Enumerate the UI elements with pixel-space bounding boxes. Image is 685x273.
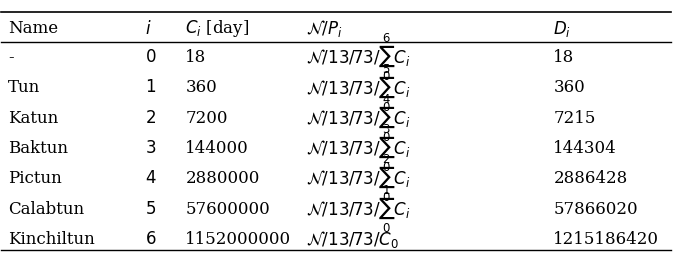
Text: Tun: Tun bbox=[8, 79, 40, 96]
Text: $2$: $2$ bbox=[145, 110, 156, 127]
Text: Pictun: Pictun bbox=[8, 170, 62, 187]
Text: $D_i$: $D_i$ bbox=[553, 19, 571, 39]
Text: 2880000: 2880000 bbox=[186, 170, 260, 187]
Text: -: - bbox=[8, 49, 14, 66]
Text: 7200: 7200 bbox=[186, 110, 228, 127]
Text: $C_i$ [day]: $C_i$ [day] bbox=[186, 18, 249, 39]
Text: $4$: $4$ bbox=[145, 170, 157, 187]
Text: 2886428: 2886428 bbox=[553, 170, 627, 187]
Text: $5$: $5$ bbox=[145, 200, 156, 218]
Text: Name: Name bbox=[8, 20, 58, 37]
Text: $\mathcal{N}/13/73/\sum_{0}^{3} C_i$: $\mathcal{N}/13/73/\sum_{0}^{3} C_i$ bbox=[306, 123, 410, 174]
Text: $i$: $i$ bbox=[145, 20, 152, 38]
Text: $\mathcal{N}/13/73/\sum_{0}^{2} C_i$: $\mathcal{N}/13/73/\sum_{0}^{2} C_i$ bbox=[306, 153, 410, 204]
Text: 360: 360 bbox=[553, 79, 585, 96]
Text: 57600000: 57600000 bbox=[186, 200, 270, 218]
Text: $\mathcal{N}/13/73/\sum_{0}^{6} C_i$: $\mathcal{N}/13/73/\sum_{0}^{6} C_i$ bbox=[306, 32, 410, 83]
Text: 57866020: 57866020 bbox=[553, 200, 638, 218]
Text: $\mathcal{N}/13/73/\sum_{0}^{5} C_i$: $\mathcal{N}/13/73/\sum_{0}^{5} C_i$ bbox=[306, 62, 410, 114]
Text: 18: 18 bbox=[186, 49, 207, 66]
Text: 144304: 144304 bbox=[553, 140, 617, 157]
Text: $1$: $1$ bbox=[145, 79, 156, 96]
Text: $\mathcal{N}/13/73/C_0$: $\mathcal{N}/13/73/C_0$ bbox=[306, 229, 399, 250]
Text: $\mathcal{N}/13/73/\sum_{0}^{4} C_i$: $\mathcal{N}/13/73/\sum_{0}^{4} C_i$ bbox=[306, 93, 410, 144]
Text: Calabtun: Calabtun bbox=[8, 200, 84, 218]
Text: 1215186420: 1215186420 bbox=[553, 231, 660, 248]
Text: $0$: $0$ bbox=[145, 49, 157, 66]
Text: 360: 360 bbox=[186, 79, 217, 96]
Text: $6$: $6$ bbox=[145, 231, 157, 248]
Text: Katun: Katun bbox=[8, 110, 58, 127]
Text: $\mathcal{N}/P_i$: $\mathcal{N}/P_i$ bbox=[306, 18, 342, 39]
Text: $\mathcal{N}/13/73/\sum_{0}^{1} C_i$: $\mathcal{N}/13/73/\sum_{0}^{1} C_i$ bbox=[306, 183, 410, 235]
Text: Kinchiltun: Kinchiltun bbox=[8, 231, 95, 248]
Text: $3$: $3$ bbox=[145, 140, 156, 157]
Text: 18: 18 bbox=[553, 49, 575, 66]
Text: 1152000000: 1152000000 bbox=[186, 231, 292, 248]
Text: Baktun: Baktun bbox=[8, 140, 68, 157]
Text: 144000: 144000 bbox=[186, 140, 249, 157]
Text: 7215: 7215 bbox=[553, 110, 596, 127]
